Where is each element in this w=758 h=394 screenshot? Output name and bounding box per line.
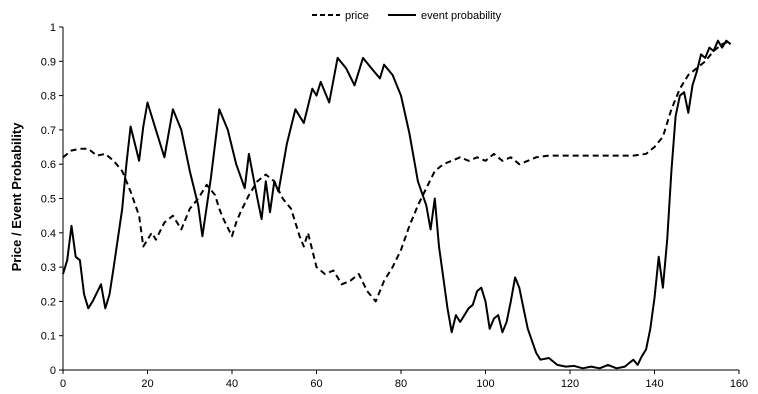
- x-tick-label: 80: [395, 378, 407, 390]
- series-line-event-probability: [62, 39, 732, 370]
- y-tick-label: 0.4: [41, 228, 56, 240]
- legend-label-event-probability: event probability: [421, 10, 502, 22]
- x-tick-label: 100: [476, 378, 494, 390]
- x-tick-label: 40: [226, 378, 238, 390]
- x-tick-label: 120: [561, 378, 579, 390]
- y-tick-label: 1: [50, 22, 56, 34]
- y-tick-label: 0.1: [41, 331, 56, 343]
- series-line-price: [62, 39, 731, 303]
- y-tick-label: 0.5: [41, 194, 56, 206]
- legend: price event probability: [312, 10, 502, 22]
- x-tick-label: 60: [310, 378, 322, 390]
- y-tick-label: 0.2: [41, 296, 56, 308]
- axes: 0 0.1 0.2 0.3 0.4 0.5 0.6 0.7 0.8 0.9 1 0 20 40 60 80 10…: [41, 22, 748, 390]
- y-tick-label: 0.6: [41, 159, 56, 171]
- y-axis-title: Price / Event Probability: [9, 122, 24, 272]
- y-tick-label: 0.7: [41, 125, 56, 137]
- y-tick-label: 0: [50, 365, 56, 377]
- x-tick-label: 20: [141, 378, 153, 390]
- y-tick-label: 0.8: [41, 91, 56, 103]
- x-tick-label: 0: [60, 378, 66, 390]
- x-tick-label: 140: [645, 378, 663, 390]
- x-tick-label: 160: [730, 378, 748, 390]
- legend-label-price: price: [345, 10, 369, 22]
- y-tick-label: 0.9: [41, 56, 56, 68]
- y-tick-label: 0.3: [41, 262, 56, 274]
- series-layer: [62, 39, 732, 370]
